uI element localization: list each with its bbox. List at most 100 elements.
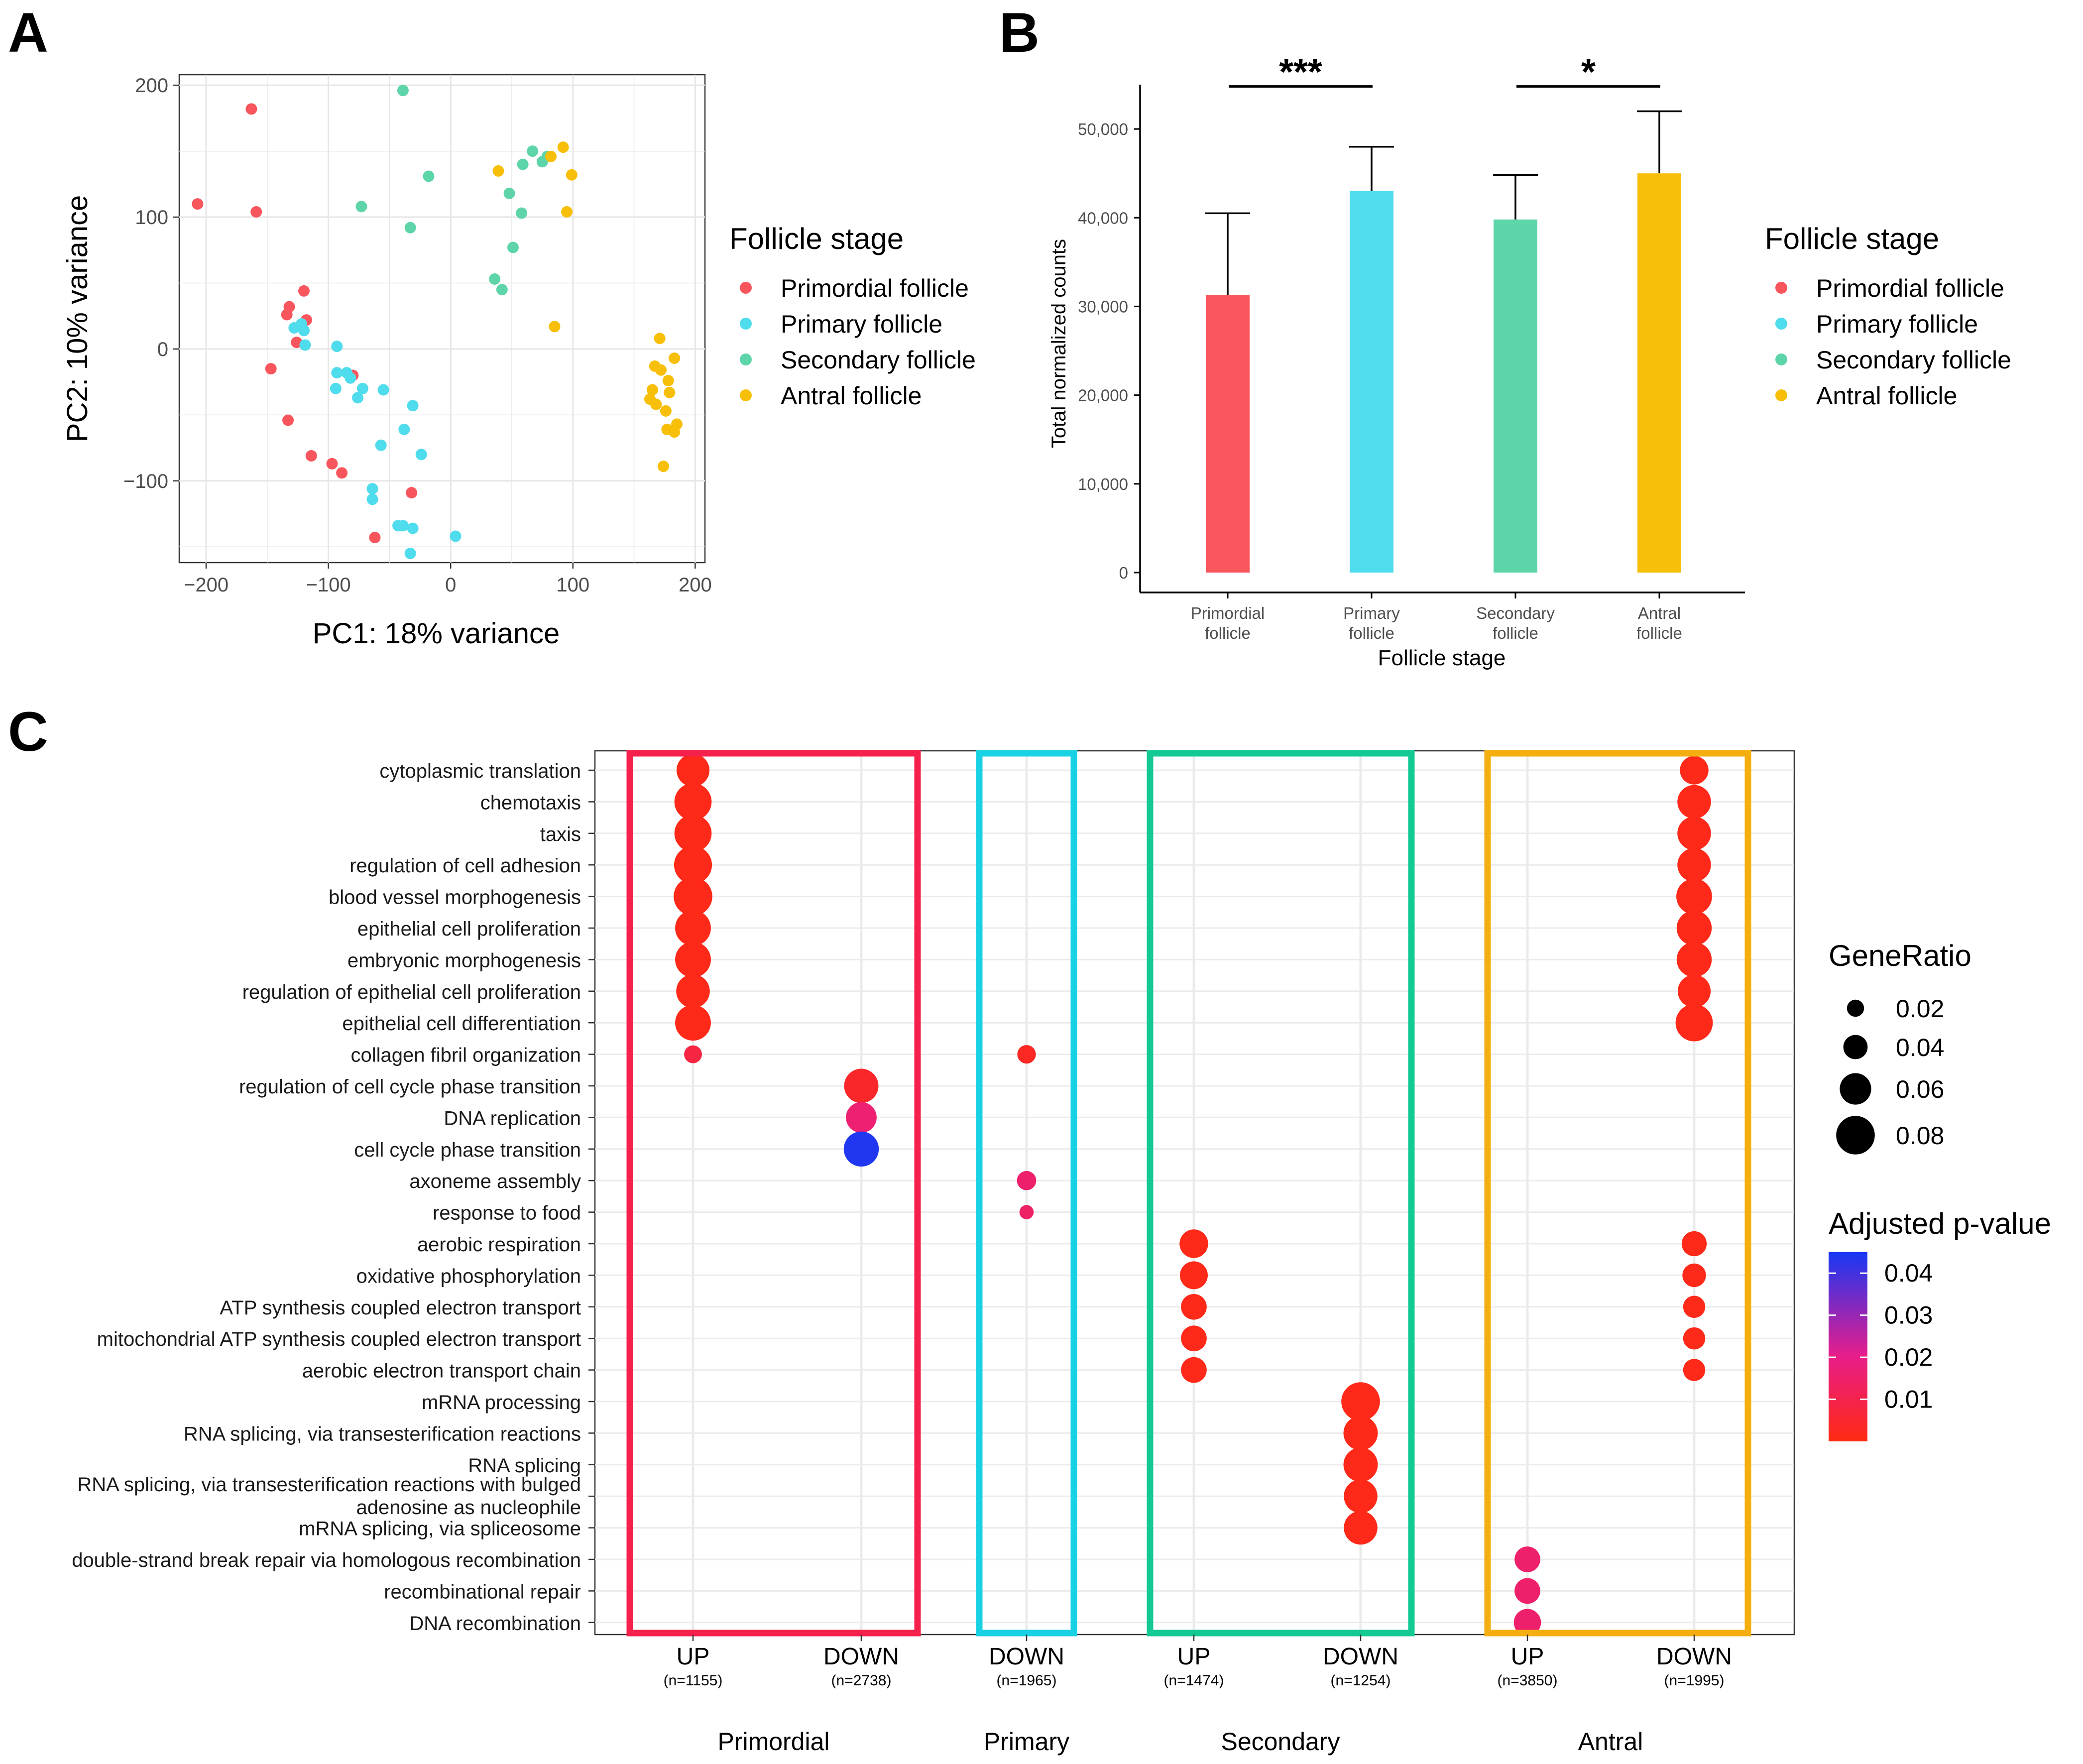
bar-y-tick-label: 40,000 [1078, 209, 1128, 227]
pca-point [496, 284, 508, 296]
bar-legend: Follicle stage Primordial follicle Primar… [1765, 222, 2011, 410]
bar-legend-key [1775, 353, 1787, 365]
pca-point [331, 367, 343, 379]
bar-axes: 0 10,000 20,000 30,000 40,000 50,000 Primordia… [1078, 85, 1745, 642]
dot-point [684, 1045, 702, 1063]
dot-point [1677, 848, 1711, 882]
dot-column-label: UP [1511, 1644, 1544, 1670]
dot-term-label: regulation of cell adhesion [349, 855, 581, 877]
dot-term-label: mRNA splicing, via spliceosome [299, 1518, 581, 1540]
bar-y-axis-label: Total normalized counts [1048, 239, 1070, 448]
generatio-legend-label: 0.04 [1896, 1034, 1944, 1061]
pca-plot-area [178, 74, 706, 564]
dot-point [674, 783, 712, 821]
pca-point [404, 222, 416, 234]
bar-x-tick-label: follicle [1493, 624, 1538, 642]
dot-point [1017, 1045, 1036, 1064]
dot-point [1514, 1578, 1540, 1604]
generatio-legend: GeneRatio 0.02 0.04 0.06 0.08 [1829, 939, 1971, 1155]
dot-point [1676, 910, 1712, 946]
pca-point [566, 169, 578, 181]
dot-point [674, 846, 712, 884]
bar-bars [1205, 110, 1682, 573]
pca-point [545, 150, 557, 162]
dot-point [675, 941, 711, 978]
pca-point [192, 198, 204, 210]
pvalue-tick-label: 0.03 [1884, 1301, 1933, 1329]
bar-legend-title: Follicle stage [1765, 222, 1939, 255]
bar-legend-label: Primordial follicle [1816, 274, 2004, 302]
dot-point [1181, 1357, 1207, 1383]
bar [1350, 191, 1393, 573]
dot-point [1677, 785, 1711, 819]
dot-term-label: regulation of cell cycle phase transitio… [239, 1076, 581, 1098]
dot-point [1677, 817, 1711, 850]
pca-point [406, 487, 418, 499]
dot-column-label: UP [677, 1644, 710, 1670]
pca-point [245, 103, 257, 115]
dot-term-label: RNA splicing, via transesterification re… [77, 1474, 581, 1496]
dot-point [1683, 1327, 1706, 1350]
pca-point [654, 333, 666, 345]
generatio-legend-key [1836, 1116, 1875, 1155]
dot-point [1344, 1479, 1378, 1513]
pca-point [298, 325, 310, 337]
dot-point [674, 877, 712, 916]
dot-point [1344, 1511, 1378, 1545]
dot-point [1676, 942, 1712, 977]
pca-point [282, 414, 294, 426]
dot-term-label: embryonic morphogenesis [347, 949, 581, 971]
dot-term-label: axoneme assembly [409, 1171, 581, 1192]
bar-legend-key [1775, 389, 1787, 401]
dot-group-box [1484, 750, 1751, 1637]
dot-term-label: mitochondrial ATP synthesis coupled elec… [97, 1328, 581, 1350]
dot-point [1181, 1325, 1207, 1352]
pca-point [423, 170, 435, 182]
dot-point [1675, 1004, 1713, 1042]
pca-x-ticks: −200 −100 0 100 200 [184, 563, 712, 596]
dot-points [674, 753, 1713, 1637]
dot-group-label: Primary [984, 1728, 1069, 1756]
pca-legend-label: Primordial follicle [781, 274, 969, 302]
significance-label: * [1581, 51, 1596, 93]
generatio-legend-title: GeneRatio [1829, 939, 1971, 972]
dot-column-label: DOWN [823, 1644, 899, 1670]
pca-point [392, 520, 404, 532]
pca-legend-key [740, 389, 752, 401]
dot-term-label: chemotaxis [480, 792, 581, 814]
dot-group-boxes [626, 750, 1751, 1637]
significance-label: *** [1279, 51, 1322, 93]
pca-point [366, 493, 378, 505]
pca-point [503, 187, 515, 199]
dot-point [676, 974, 710, 1008]
pca-point [250, 206, 262, 218]
pca-x-tick-label: −100 [306, 574, 351, 596]
bar-x-tick-label: Secondary [1476, 604, 1555, 622]
dot-term-label: adenosine as nucleophile [356, 1497, 581, 1519]
pca-point [517, 158, 529, 170]
bar-significance: *** * [1229, 51, 1660, 93]
pca-points [192, 85, 683, 559]
bar-legend-label: Antral follicle [1816, 382, 1957, 410]
dot-point [1181, 1294, 1207, 1320]
pca-point [326, 458, 338, 470]
pca-point [669, 426, 681, 438]
pca-point [516, 207, 528, 219]
dot-group-labels: Primordial Primary Secondary Antral [717, 1728, 1643, 1756]
bar-y-tick-label: 10,000 [1078, 475, 1128, 493]
pca-x-tick-label: 200 [679, 574, 712, 596]
pca-legend-label: Antral follicle [781, 382, 922, 410]
dot-term-label: aerobic electron transport chain [302, 1360, 581, 1382]
pca-point [650, 398, 662, 410]
pca-point [561, 206, 573, 218]
bar-y-tick-label: 0 [1119, 564, 1128, 582]
bar-y-tick-label: 20,000 [1078, 386, 1128, 405]
panel-c-letter: C [8, 701, 48, 763]
pca-point [492, 165, 504, 177]
pca-point [664, 386, 676, 398]
dot-group-box [1147, 750, 1415, 1637]
pca-point [299, 339, 311, 351]
dot-point [1179, 1229, 1208, 1258]
dot-point [1343, 1447, 1378, 1482]
bar-y-tick-label: 30,000 [1078, 297, 1128, 316]
